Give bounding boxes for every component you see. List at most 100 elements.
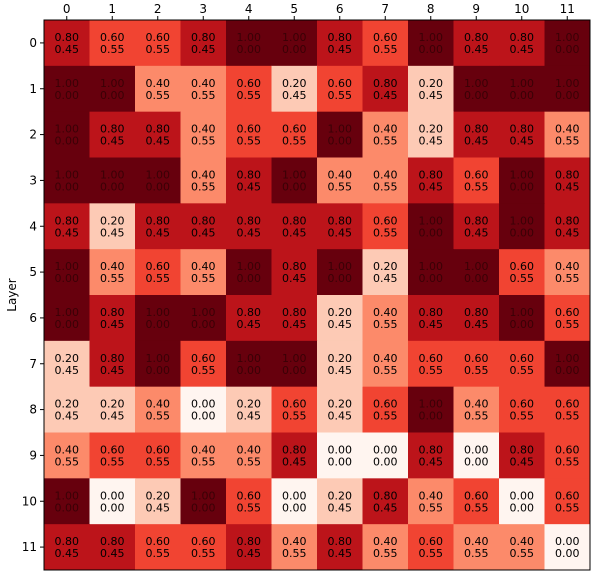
cell-secondary-label: 0.55 — [464, 364, 489, 377]
cell-secondary-label: 0.55 — [237, 135, 262, 148]
cell-value-label: 0.60 — [373, 31, 398, 44]
cell-secondary-label: 0.55 — [55, 455, 80, 468]
heatmap-cell — [44, 157, 90, 204]
cell-value-label: 0.60 — [510, 260, 535, 273]
cell-secondary-label: 0.45 — [464, 135, 489, 148]
cell-secondary-label: 0.45 — [328, 410, 353, 423]
heatmap-cell — [226, 111, 272, 158]
cell-secondary-label: 0.00 — [464, 89, 489, 102]
heatmap-cell — [362, 295, 409, 342]
heatmap-cell — [271, 386, 318, 433]
cell-value-label: 1.00 — [100, 168, 125, 181]
cell-secondary-label: 0.55 — [100, 43, 125, 56]
cell-secondary-label: 0.45 — [373, 272, 398, 285]
heatmap-cell — [362, 203, 409, 250]
cell-secondary-label: 0.45 — [55, 547, 80, 560]
cell-secondary-label: 0.45 — [237, 180, 262, 193]
heatmap-cell — [453, 249, 500, 296]
cell-value-label: 0.60 — [464, 168, 489, 181]
cell-value-label: 0.60 — [146, 260, 171, 273]
cell-value-label: 0.80 — [100, 306, 125, 319]
heatmap-cell — [271, 340, 318, 388]
heatmap-cell — [408, 524, 454, 571]
heatmap-cell — [89, 295, 136, 342]
heatmap-cell — [544, 432, 591, 479]
cell-value-label: 0.40 — [100, 260, 125, 273]
cell-value-label: 0.80 — [237, 535, 262, 548]
heatmap-cell — [362, 524, 409, 571]
heatmap-cell — [362, 111, 409, 158]
cell-secondary-label: 0.00 — [237, 272, 262, 285]
cell-secondary-label: 0.00 — [191, 410, 216, 423]
heatmap-cell — [453, 386, 500, 433]
cell-value-label: 1.00 — [237, 31, 262, 44]
cell-value-label: 0.60 — [146, 535, 171, 548]
heatmap-cell — [408, 478, 454, 525]
heatmap-cell — [362, 386, 409, 433]
cell-value-label: 0.40 — [55, 443, 80, 456]
heatmap-cell — [180, 478, 227, 525]
cell-value-label: 0.80 — [146, 123, 171, 136]
cell-value-label: 1.00 — [419, 31, 444, 44]
cell-value-label: 1.00 — [55, 77, 80, 90]
heatmap-cell — [317, 386, 363, 433]
cell-secondary-label: 0.55 — [373, 364, 398, 377]
cell-value-label: 1.00 — [146, 306, 171, 319]
heatmap-cell — [180, 295, 227, 342]
cell-value-label: 0.80 — [419, 443, 444, 456]
heatmap-cell — [544, 295, 591, 342]
heatmap-cell — [499, 386, 545, 433]
cell-secondary-label: 0.00 — [100, 89, 125, 102]
cell-value-label: 0.40 — [191, 168, 216, 181]
cell-value-label: 0.80 — [100, 352, 125, 365]
cell-value-label: 0.40 — [373, 535, 398, 548]
cell-value-label: 0.20 — [328, 352, 353, 365]
cell-secondary-label: 0.45 — [100, 318, 125, 331]
cell-secondary-label: 0.00 — [55, 89, 80, 102]
cell-value-label: 0.40 — [373, 123, 398, 136]
heatmap-cell — [499, 524, 545, 571]
cell-value-label: 0.60 — [464, 352, 489, 365]
cell-secondary-label: 0.45 — [237, 410, 262, 423]
cell-secondary-label: 0.00 — [282, 43, 307, 56]
cell-value-label: 0.00 — [373, 443, 398, 456]
cell-value-label: 0.60 — [510, 352, 535, 365]
cell-value-label: 0.80 — [55, 535, 80, 548]
heatmap-cell — [453, 295, 500, 342]
cell-secondary-label: 0.55 — [191, 547, 216, 560]
cell-value-label: 0.80 — [55, 31, 80, 44]
cell-value-label: 0.60 — [282, 398, 307, 411]
cell-secondary-label: 0.55 — [146, 455, 171, 468]
cell-secondary-label: 0.55 — [510, 547, 535, 560]
heatmap-cell — [180, 386, 227, 433]
heatmap-cell — [362, 249, 409, 296]
x-tick-label: 3 — [199, 2, 207, 16]
heatmap-cell — [544, 478, 591, 525]
cell-secondary-label: 0.45 — [282, 272, 307, 285]
cell-value-label: 0.80 — [464, 214, 489, 227]
heatmap-cell — [226, 249, 272, 296]
cell-value-label: 0.60 — [237, 123, 262, 136]
cell-secondary-label: 0.55 — [373, 226, 398, 239]
heatmap-cell — [89, 478, 136, 525]
cell-value-label: 0.80 — [464, 306, 489, 319]
heatmap-cell — [317, 111, 363, 158]
cell-secondary-label: 0.45 — [146, 226, 171, 239]
heatmap-cell — [180, 249, 227, 296]
cell-secondary-label: 0.55 — [464, 410, 489, 423]
heatmap-cell — [135, 524, 181, 571]
x-tick-label: 8 — [427, 2, 435, 16]
x-tick-label: 5 — [290, 2, 298, 16]
cell-secondary-label: 0.55 — [237, 455, 262, 468]
cell-secondary-label: 0.45 — [146, 501, 171, 514]
heatmap-cell — [499, 249, 545, 296]
cell-value-label: 1.00 — [55, 168, 80, 181]
cell-secondary-label: 0.55 — [146, 410, 171, 423]
cell-secondary-label: 0.00 — [419, 226, 444, 239]
cell-secondary-label: 0.00 — [373, 455, 398, 468]
x-tick-label: 4 — [245, 2, 253, 16]
heatmap-cell — [317, 340, 363, 388]
y-tick-label: 8 — [29, 403, 37, 417]
cell-value-label: 0.60 — [237, 489, 262, 502]
cell-secondary-label: 0.00 — [510, 501, 535, 514]
